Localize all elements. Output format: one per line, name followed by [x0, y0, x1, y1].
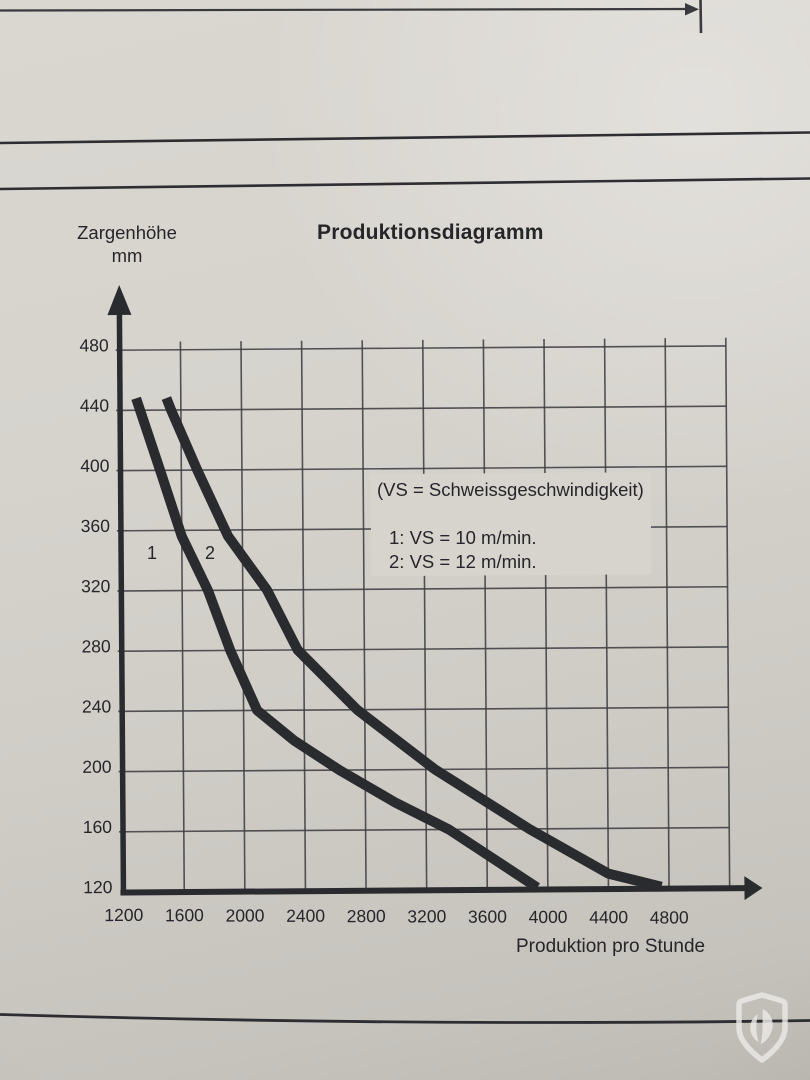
grid-vline [361, 340, 367, 891]
grid-hline [118, 706, 729, 713]
y-tick-label: 440 [80, 395, 110, 415]
y-axis-arrow-head [107, 284, 132, 316]
grid-hline [118, 766, 729, 773]
x-tick-label: 2000 [225, 905, 264, 925]
grid-vline [543, 339, 549, 890]
grid-vline [603, 338, 610, 889]
legend-entry-1: 1: VS = 10 m/min. [389, 527, 537, 548]
x-axis-line [120, 885, 747, 896]
y-axis-title-line1: Zargenhöhe [77, 222, 177, 243]
x-tick-label: 3200 [407, 906, 446, 926]
y-tick-label: 120 [83, 877, 113, 897]
watermark-shield-outline [736, 992, 788, 1063]
watermark-tulip-right-petal [760, 1009, 773, 1044]
x-axis-title: Produktion pro Stunde [516, 936, 706, 957]
watermark-tulip-left-petal [750, 1014, 759, 1042]
y-tick-label: 240 [82, 696, 112, 716]
x-tick-label: 4800 [650, 907, 689, 927]
grid-vline [240, 341, 246, 892]
grid-hline [115, 345, 726, 352]
shield-tulip-watermark-icon [736, 992, 788, 1063]
legend-background-patch [370, 472, 652, 577]
grid-hline [117, 585, 728, 592]
y-axis-title: Zargenhöhe mm [58, 221, 196, 267]
grid-hline [116, 405, 727, 412]
y-tick-label: 480 [79, 335, 109, 355]
curve-1-vs10 [131, 396, 540, 892]
y-tick-label: 280 [81, 636, 111, 656]
y-tick-label: 320 [81, 576, 111, 596]
curve-2-vs12 [161, 396, 663, 892]
x-tick-label: 4400 [589, 907, 628, 927]
x-tick-label: 1600 [165, 905, 204, 925]
legend-note: (VS = Schweissgeschwindigkeit) [377, 479, 644, 500]
grid-vline [664, 338, 670, 889]
x-tick-label: 1200 [104, 905, 143, 925]
legend-entry-2: 2: VS = 12 m/min. [389, 551, 537, 572]
y-tick-label: 400 [80, 456, 110, 476]
x-axis-arrow-head [744, 876, 763, 901]
curve-label-2: 2 [205, 543, 216, 563]
curve-label-1: 1 [147, 543, 158, 563]
x-tick-label: 4000 [528, 907, 567, 927]
grid-vline [724, 337, 731, 888]
grid-hline [117, 646, 728, 653]
y-tick-label: 200 [82, 757, 112, 777]
page-title: Produktionsdiagramm [317, 221, 544, 244]
x-tick-label: 3600 [468, 906, 507, 926]
grid-hline [116, 465, 727, 472]
grid-hline [119, 826, 730, 833]
x-tick-label: 2400 [286, 906, 325, 926]
grid-vline [300, 340, 307, 891]
x-tick-label: 2800 [347, 906, 386, 926]
grid-vline [422, 339, 428, 890]
y-axis-line [116, 303, 127, 892]
y-axis-title-line2: mm [111, 245, 143, 266]
y-tick-label: 360 [81, 516, 111, 536]
y-tick-label: 160 [83, 817, 113, 837]
